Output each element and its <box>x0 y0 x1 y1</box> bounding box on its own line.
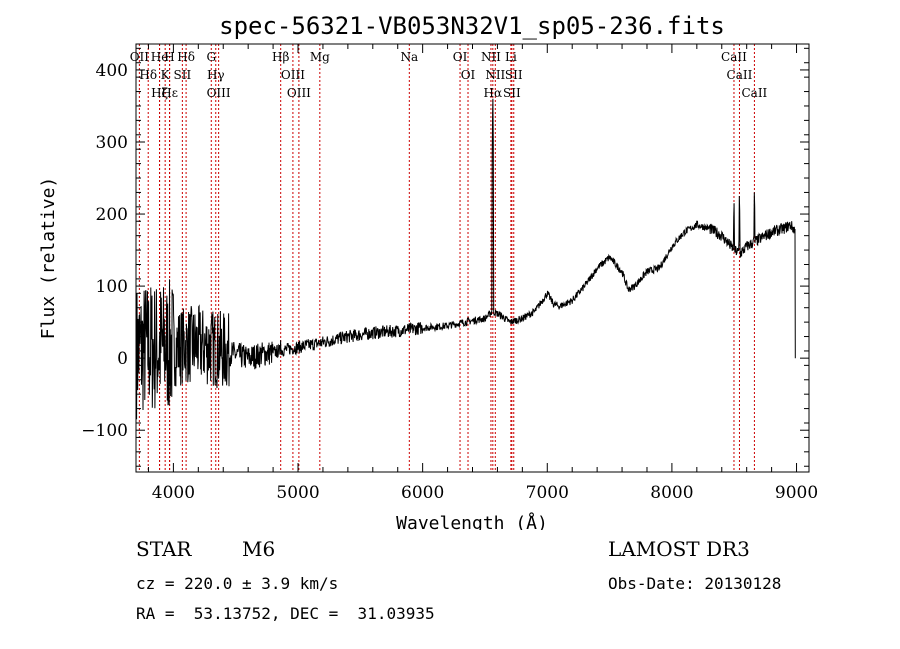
line-label: Hζ <box>151 86 168 100</box>
line-label: Hγ <box>207 68 225 82</box>
spectrum-line <box>136 98 796 420</box>
line-label: CaII <box>721 50 747 64</box>
line-label: G <box>206 50 216 64</box>
coordinates: RA = 53.13752, DEC = 31.03935 <box>136 604 435 623</box>
y-tick-label: −100 <box>81 421 128 441</box>
x-axis-label: Wavelength (Å) <box>396 512 548 530</box>
line-label: Hε <box>161 86 178 100</box>
line-label: OIII <box>281 68 305 82</box>
survey-name: LAMOST DR3 <box>608 537 750 561</box>
x-tick-label: 6000 <box>401 483 444 503</box>
line-label: CaII <box>727 68 753 82</box>
line-label: He <box>151 50 169 64</box>
line-label: CaII <box>741 86 767 100</box>
line-label: Hα <box>484 86 503 100</box>
line-label: Li <box>505 50 517 64</box>
line-label: Hδ <box>177 50 195 64</box>
y-tick-label: 300 <box>96 133 128 153</box>
line-label: OI <box>461 68 476 82</box>
line-label: Hβ <box>272 50 289 64</box>
line-label: OI <box>453 50 468 64</box>
line-label: OIII <box>287 86 311 100</box>
y-tick-label: 200 <box>96 205 128 225</box>
line-label: Mg <box>310 50 330 64</box>
line-label: H <box>164 50 174 64</box>
line-label: OII <box>130 50 150 64</box>
x-tick-label: 8000 <box>650 483 693 503</box>
line-label: SII <box>174 68 192 82</box>
line-label: OIII <box>207 86 231 100</box>
spectrum-chart: spec-56321-VB053N32V1_sp05-236.fits OIIH… <box>38 12 818 530</box>
line-label: Na <box>400 50 418 64</box>
object-class: STAR <box>136 537 192 561</box>
line-label: NII <box>481 50 501 64</box>
emission-line-labels: OII Hδ Hζ He KH Hε SII Hδ G Hγ OIII Hβ OIII OIII Mg Na O… <box>130 50 768 100</box>
redshift-velocity: cz = 220.0 ± 3.9 km/s <box>136 574 339 593</box>
line-label: SII <box>503 86 521 100</box>
x-tick-label: 5000 <box>276 483 319 503</box>
x-tick-label: 9000 <box>775 483 818 503</box>
line-label: K <box>161 68 171 82</box>
emission-line-markers <box>138 44 755 472</box>
observation-date: Obs-Date: 20130128 <box>608 574 782 593</box>
x-tick-label: 4000 <box>152 483 195 503</box>
line-label: NII <box>485 68 505 82</box>
plot-frame <box>135 43 810 473</box>
x-axis: 4000 5000 6000 7000 8000 9000 <box>147 44 818 503</box>
x-tick-label: 7000 <box>526 483 569 503</box>
object-subclass: M6 <box>242 537 276 561</box>
y-tick-label: 0 <box>117 349 128 369</box>
y-axis-label: Flux (relative) <box>38 177 59 340</box>
chart-title: spec-56321-VB053N32V1_sp05-236.fits <box>219 12 725 40</box>
y-axis: −100 0 100 200 300 400 <box>81 47 809 467</box>
line-label: Hδ <box>139 68 157 82</box>
y-tick-label: 100 <box>96 277 128 297</box>
y-tick-label: 400 <box>96 61 128 81</box>
line-label: SII <box>505 68 523 82</box>
